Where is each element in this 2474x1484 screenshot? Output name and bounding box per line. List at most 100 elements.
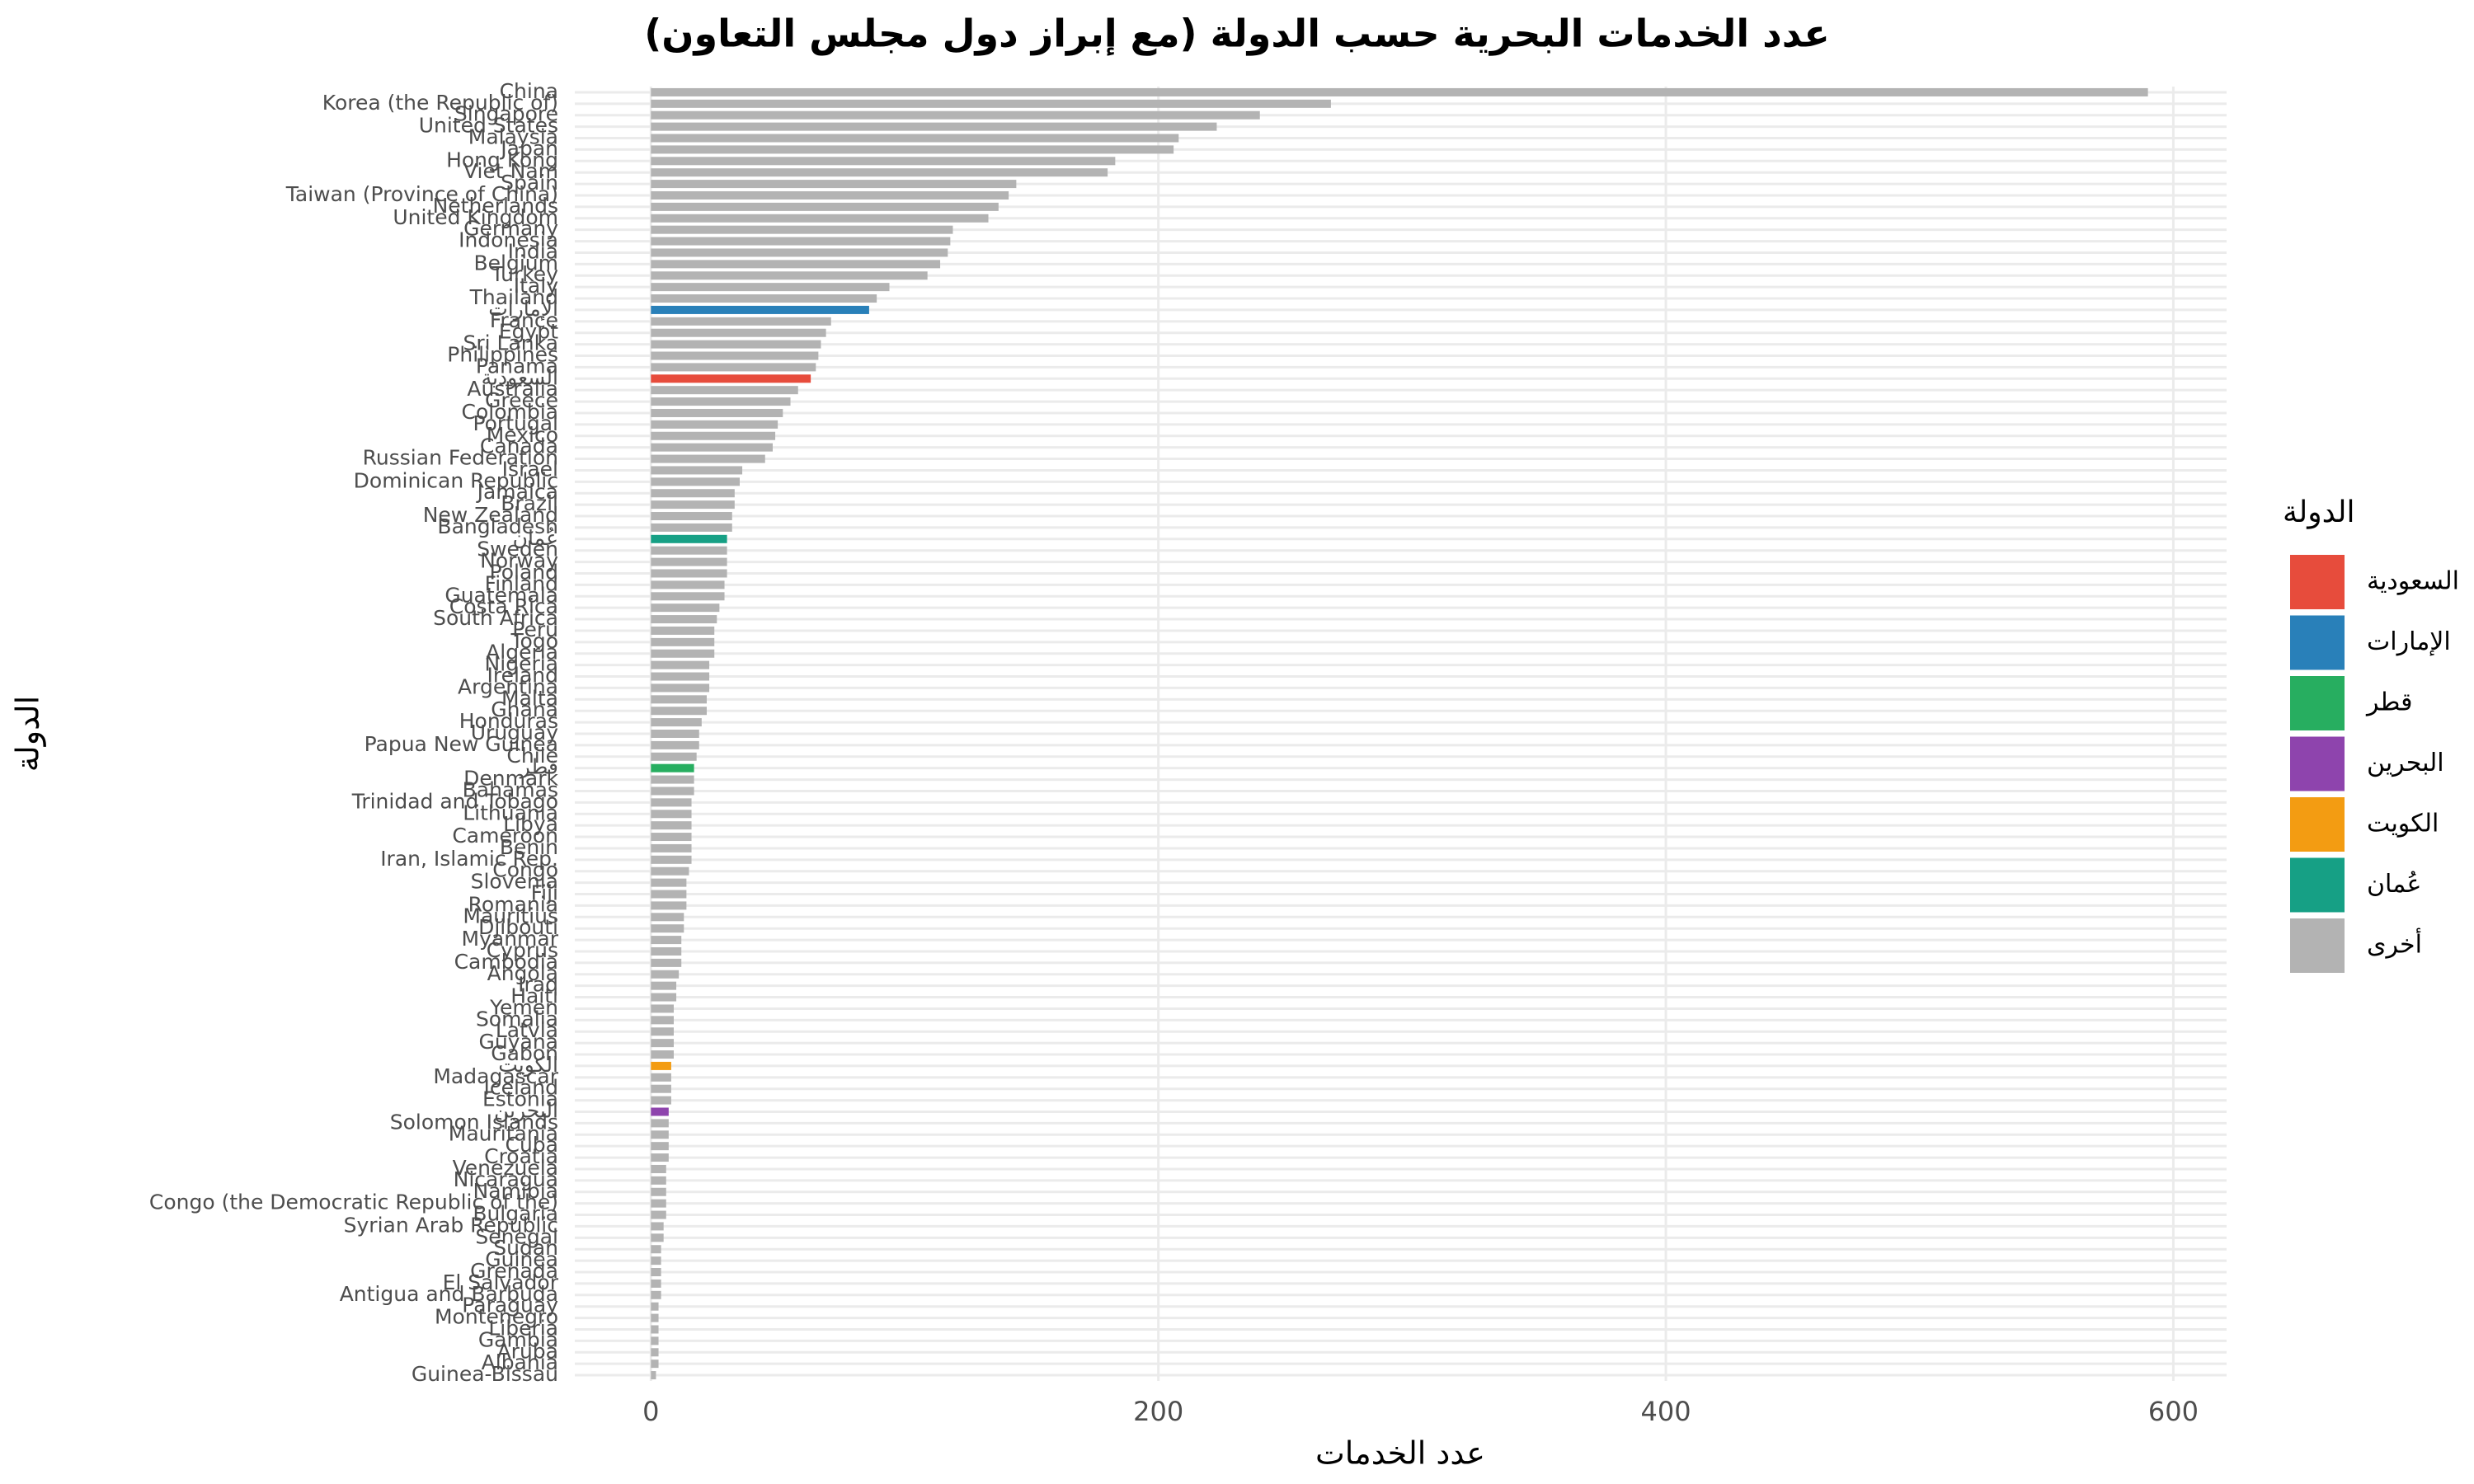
- bar: [651, 202, 999, 211]
- y-tick-label: Spain: [501, 171, 558, 195]
- y-tick-label: China: [500, 79, 558, 103]
- bar: [651, 970, 680, 979]
- bar: [651, 1142, 669, 1151]
- bar: [651, 534, 727, 543]
- bar: [651, 431, 776, 440]
- y-tick-label: Romania: [468, 892, 558, 916]
- bar: [651, 443, 773, 452]
- y-tick-label: Dominican Republic: [354, 468, 558, 492]
- bar: [651, 1290, 661, 1299]
- y-tick-label: Brazil: [501, 491, 558, 515]
- y-tick-label: Greece: [485, 388, 558, 412]
- bar: [651, 1360, 659, 1369]
- bar: [651, 901, 687, 910]
- y-tick-label: Liberia: [488, 1316, 558, 1340]
- bar: [651, 512, 732, 521]
- bar: [651, 1268, 661, 1277]
- bar: [651, 397, 791, 406]
- bar: [651, 386, 798, 395]
- bar: [651, 122, 1217, 131]
- x-tick-label: 0: [642, 1396, 659, 1427]
- y-tick-label: Israel: [502, 457, 558, 481]
- bar: [651, 1027, 674, 1036]
- bar: [651, 1050, 674, 1059]
- bar: [651, 1325, 659, 1334]
- bar: [651, 294, 877, 303]
- bar: [651, 833, 692, 842]
- y-tick-label: Paraguay: [462, 1294, 558, 1317]
- y-tick-label: Guinea-Bissau: [412, 1362, 558, 1386]
- y-tick-label: Togo: [510, 629, 558, 653]
- bar: [651, 1233, 664, 1242]
- y-tick-label: Australia: [467, 377, 558, 401]
- bar: [651, 718, 702, 727]
- y-tick-label: Cameroon: [452, 824, 558, 848]
- bar: [651, 489, 735, 498]
- y-tick-label: United Kingdom: [393, 205, 558, 229]
- y-tick-label: Senegal: [475, 1224, 558, 1248]
- bar: [651, 374, 811, 383]
- bar: [651, 1164, 666, 1173]
- bar: [651, 843, 692, 852]
- y-axis-title: الدولة: [10, 696, 47, 772]
- bar: [651, 1222, 664, 1231]
- y-tick-label: Slovenia: [471, 870, 558, 894]
- y-tick-label: Korea (the Republic of): [322, 91, 558, 115]
- y-tick-label: Angola: [487, 961, 558, 985]
- bar: [651, 660, 710, 669]
- bar: [651, 283, 890, 292]
- y-tick-label: Antigua and Barbuda: [340, 1282, 558, 1306]
- y-tick-label: Canada: [480, 434, 558, 458]
- bar: [651, 1061, 671, 1070]
- legend-label: الإمارات: [2367, 627, 2451, 656]
- y-tick-label: Congo: [492, 858, 558, 882]
- bar: [651, 1279, 661, 1288]
- y-tick-label: Argentina: [458, 674, 558, 698]
- bar: [651, 1016, 674, 1025]
- x-tick-label: 600: [2148, 1396, 2199, 1427]
- bar: [651, 1153, 669, 1162]
- y-tick-label: Denmark: [463, 767, 558, 791]
- y-tick-label: الكويت: [498, 1053, 558, 1077]
- bar: [651, 637, 715, 646]
- y-tick-label: Cuba: [506, 1133, 559, 1157]
- y-tick-label: Iraq: [518, 973, 558, 997]
- y-tick-label: El Salvador: [443, 1270, 559, 1294]
- bar: [651, 855, 692, 864]
- bar: [651, 936, 682, 945]
- y-tick-label: Turkey: [491, 262, 559, 286]
- y-tick-label: Congo (the Democratic Republic of the): [149, 1190, 558, 1214]
- bar: [651, 1302, 659, 1311]
- legend-swatch: [2290, 797, 2345, 852]
- y-tick-label: Myanmar: [462, 927, 559, 951]
- y-tick-label: Mauritania: [449, 1121, 558, 1145]
- bar: [651, 110, 1260, 120]
- y-tick-label: Mexico: [487, 423, 558, 447]
- y-tick-label: United States: [419, 114, 558, 138]
- y-tick-label: Lithuania: [463, 801, 558, 824]
- chart-title: عدد الخدمات البحرية حسب الدولة (مع إبراز…: [644, 12, 1830, 57]
- y-tick-label: Russian Federation: [363, 446, 558, 470]
- y-tick-label: Haiti: [510, 984, 558, 1008]
- bar: [651, 878, 687, 887]
- y-tick-label: Guinea: [485, 1247, 558, 1271]
- bar: [651, 1313, 659, 1322]
- legend-swatch: [2290, 918, 2345, 973]
- y-tick-label: Italy: [514, 274, 558, 298]
- y-tick-label: Iceland: [484, 1076, 558, 1100]
- bar: [651, 500, 735, 510]
- bar: [651, 763, 694, 773]
- y-tick-label: Uruguay: [471, 721, 558, 744]
- legend-swatch: [2290, 857, 2345, 913]
- y-tick-label: Sri Lanka: [463, 331, 559, 355]
- bar: [651, 1004, 674, 1013]
- bar: [651, 225, 953, 234]
- bar: [651, 1119, 669, 1128]
- y-tick-label: Bangladesh: [437, 514, 558, 538]
- y-tick-label: Somalia: [476, 1007, 558, 1031]
- y-tick-label: Algeria: [486, 641, 558, 665]
- y-tick-label: Malaysia: [468, 125, 558, 149]
- y-tick-label: Singapore: [454, 102, 558, 126]
